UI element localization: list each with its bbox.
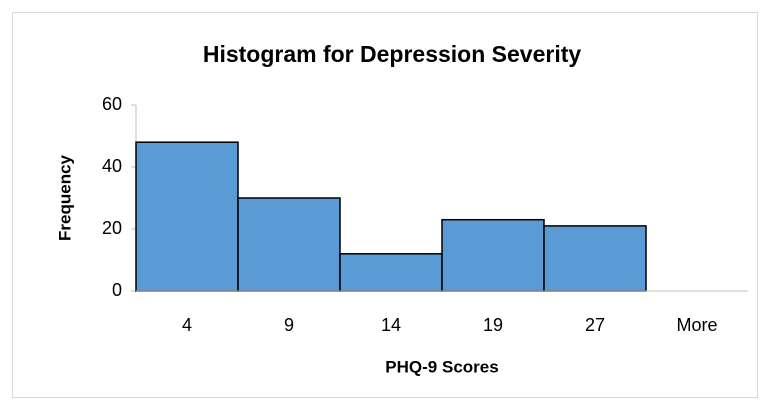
x-tick-label: More [676, 315, 717, 335]
bar [135, 141, 239, 292]
bar [237, 197, 341, 292]
y-tick-label: 20 [102, 218, 122, 238]
x-tick-label: 19 [483, 315, 503, 335]
x-tick-label: 9 [284, 315, 294, 335]
y-tick-label: 40 [102, 156, 122, 176]
x-axis-title: PHQ-9 Scores [385, 357, 498, 376]
x-tick-label: 4 [182, 315, 192, 335]
bar [543, 225, 647, 292]
y-axis-title: Frequency [55, 154, 74, 241]
x-tick-label: 14 [381, 315, 401, 335]
y-tick-label: 60 [102, 94, 122, 114]
x-tick-label: 27 [585, 315, 605, 335]
bar [339, 253, 443, 292]
chart-frame [12, 12, 758, 398]
chart-title: Histogram for Depression Severity [203, 41, 582, 67]
y-tick-label: 0 [112, 280, 122, 300]
bar [441, 218, 545, 292]
